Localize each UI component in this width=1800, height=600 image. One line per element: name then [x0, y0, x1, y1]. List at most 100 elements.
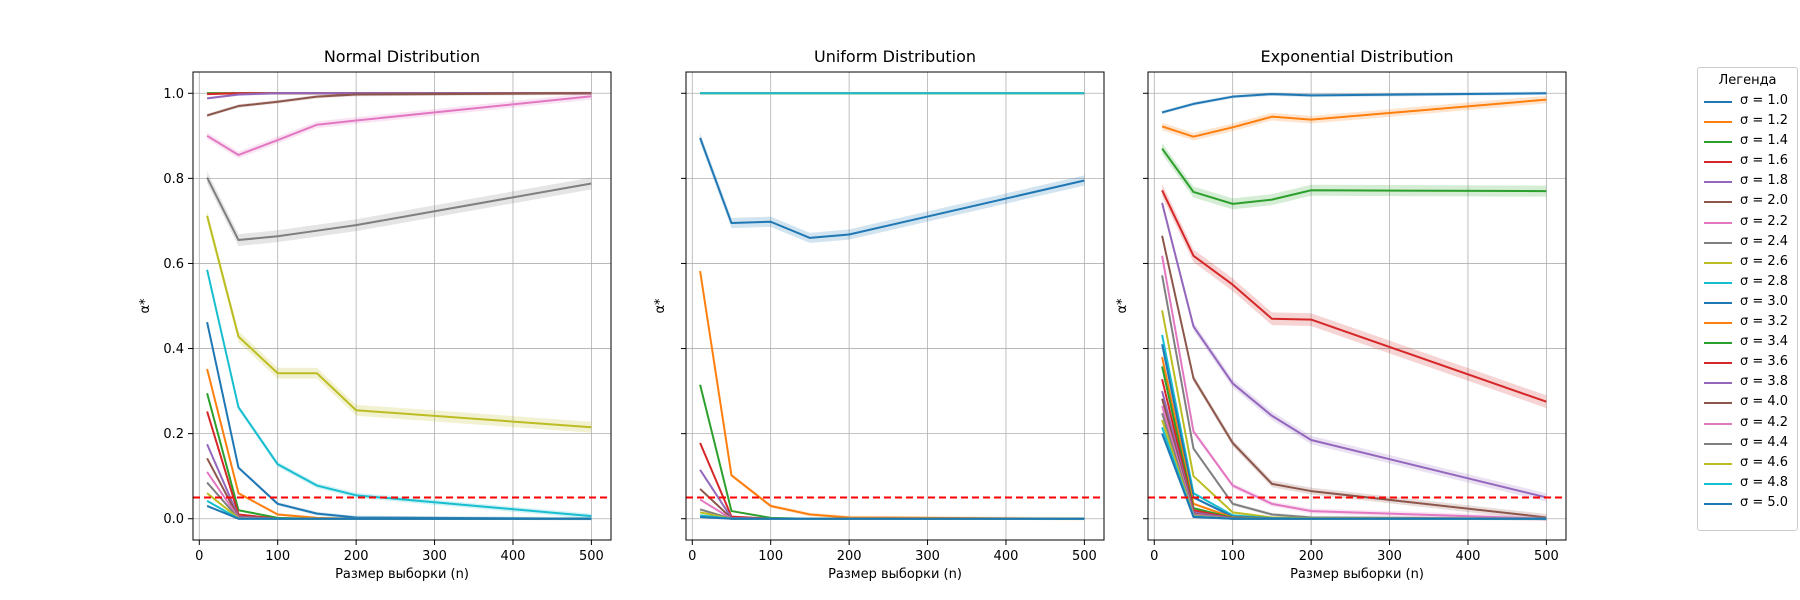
- series-line: [206, 215, 592, 429]
- legend-swatch: [1704, 161, 1732, 164]
- y-tick-label: 0.4: [163, 342, 184, 357]
- x-axis-label: Размер выборки (n): [1290, 567, 1424, 582]
- x-tick-label: 300: [915, 549, 940, 564]
- series-line: [1161, 92, 1547, 114]
- x-tick-label: 100: [265, 549, 290, 564]
- series-line: [206, 321, 592, 520]
- legend-entry: σ = 1.6: [1698, 152, 1797, 172]
- y-tick-label: 0.6: [163, 257, 184, 272]
- series-line: [699, 270, 1085, 520]
- series-line: [700, 516, 1085, 520]
- legend: Легенда σ = 1.0 σ = 1.2 σ = 1.4 σ = 1.6 σ = …: [1697, 67, 1798, 531]
- legend-swatch: [1704, 482, 1732, 485]
- legend-swatch: [1704, 422, 1732, 425]
- legend-entry: σ = 3.8: [1698, 373, 1797, 393]
- legend-label: σ = 1.8: [1740, 173, 1789, 189]
- legend-swatch: [1704, 442, 1732, 445]
- series-band: [1162, 432, 1547, 520]
- subplot-2: 0 100 200 300 400 500 Uniform Distribution Разм…: [653, 47, 1105, 582]
- y-tick-label: 0.2: [163, 427, 184, 442]
- y-tick-label: 1.0: [163, 87, 184, 102]
- x-tick-label: 100: [758, 549, 783, 564]
- series-line: [1161, 255, 1547, 520]
- legend-label: σ = 2.2: [1740, 213, 1789, 229]
- series-band: [700, 132, 1085, 244]
- y-axis-label: α*: [138, 298, 153, 314]
- axes-frame: [192, 71, 612, 541]
- y-tick-label: 0.8: [163, 172, 184, 187]
- legend-swatch: [1704, 462, 1732, 465]
- x-tick-label: 300: [422, 549, 447, 564]
- series-line: [206, 92, 592, 117]
- legend-label: σ = 2.4: [1740, 233, 1789, 249]
- legend-entries: σ = 1.0 σ = 1.2 σ = 1.4 σ = 1.6 σ = 1.8 σ = 2…: [1698, 92, 1797, 514]
- legend-entry: σ = 2.4: [1698, 233, 1797, 253]
- x-tick-label: 0: [195, 549, 203, 564]
- legend-entry: σ = 3.0: [1698, 293, 1797, 313]
- series-band: [700, 383, 1085, 520]
- legend-entry: σ = 1.0: [1698, 92, 1797, 112]
- legend-label: σ = 2.8: [1740, 273, 1789, 289]
- series-band: [700, 442, 1085, 520]
- x-tick-label: 400: [501, 549, 526, 564]
- x-axis-label: Размер выборки (n): [828, 567, 962, 582]
- legend-entry: σ = 2.6: [1698, 253, 1797, 273]
- legend-label: σ = 1.4: [1740, 133, 1789, 149]
- series-band: [207, 171, 592, 247]
- legend-entry: σ = 4.6: [1698, 454, 1797, 474]
- y-axis-label: α*: [653, 298, 668, 314]
- series-band: [700, 269, 1085, 521]
- legend-label: σ = 3.0: [1740, 293, 1789, 309]
- legend-entry: σ = 4.8: [1698, 474, 1797, 494]
- legend-label: σ = 4.8: [1740, 474, 1789, 490]
- legend-swatch: [1704, 241, 1732, 244]
- legend-entry: σ = 5.0: [1698, 494, 1797, 514]
- legend-entry: σ = 4.0: [1698, 393, 1797, 413]
- y-axis-label: α*: [1115, 298, 1130, 314]
- x-tick-label: 100: [1220, 549, 1245, 564]
- x-axis-label: Размер выборки (n): [335, 567, 469, 582]
- legend-entry: σ = 2.0: [1698, 192, 1797, 212]
- legend-swatch: [1704, 281, 1732, 284]
- series-line: [699, 488, 1085, 520]
- legend-swatch: [1704, 342, 1732, 345]
- series-line: [206, 177, 592, 242]
- series-line: [1161, 189, 1547, 403]
- series-band: [1162, 183, 1547, 409]
- x-tick-label: 200: [837, 549, 862, 564]
- x-tick-label: 400: [994, 549, 1019, 564]
- series-band: [207, 267, 592, 519]
- legend-entry: σ = 1.2: [1698, 112, 1797, 132]
- y-tick-label: 0.0: [163, 512, 184, 527]
- x-tick-label: 0: [688, 549, 696, 564]
- series-line: [1161, 433, 1547, 520]
- legend-label: σ = 1.0: [1740, 93, 1789, 108]
- legend-entry: σ = 2.8: [1698, 273, 1797, 293]
- series-line: [1161, 426, 1547, 520]
- series-line: [699, 442, 1085, 520]
- legend-entry: σ = 3.4: [1698, 333, 1797, 353]
- x-tick-label: 500: [1534, 549, 1559, 564]
- legend-entry: σ = 3.2: [1698, 313, 1797, 333]
- legend-label: σ = 1.2: [1740, 113, 1789, 129]
- legend-entry: σ = 1.4: [1698, 132, 1797, 152]
- series-line: [1161, 235, 1547, 519]
- legend-swatch: [1704, 402, 1732, 405]
- series-line: [1161, 98, 1547, 138]
- x-tick-label: 300: [1377, 549, 1402, 564]
- series-line: [699, 384, 1085, 520]
- legend-swatch: [1704, 382, 1732, 385]
- chart-title: Exponential Distribution: [1260, 47, 1453, 66]
- series-band: [1162, 426, 1547, 520]
- x-tick-label: 200: [344, 549, 369, 564]
- x-tick-label: 500: [1072, 549, 1097, 564]
- axes-frame: [1147, 71, 1567, 541]
- legend-entry: σ = 4.4: [1698, 434, 1797, 454]
- x-tick-label: 200: [1299, 549, 1324, 564]
- legend-swatch: [1704, 101, 1732, 103]
- legend-entry: σ = 2.2: [1698, 213, 1797, 233]
- legend-label: σ = 2.0: [1740, 193, 1789, 209]
- series-line: [206, 92, 592, 100]
- series-line: [206, 269, 592, 518]
